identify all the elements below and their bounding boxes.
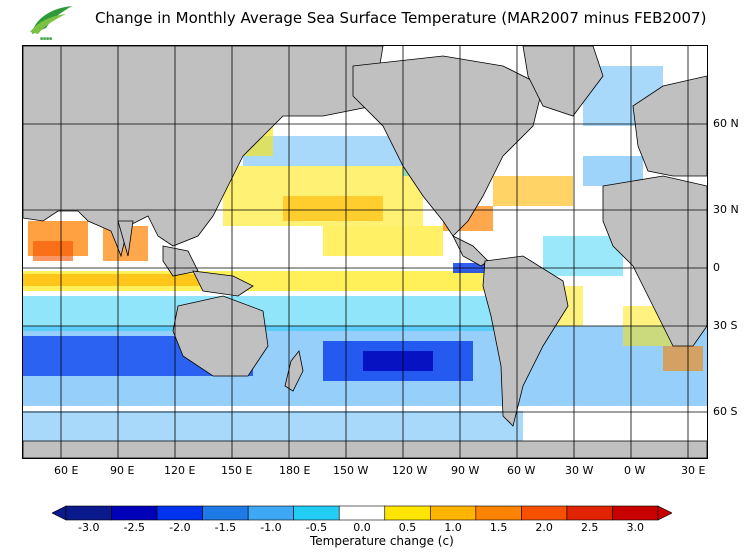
lon-label: 30 E [681, 464, 706, 477]
colorbar-segment [430, 505, 477, 521]
land [23, 46, 707, 458]
colorbar-segment [202, 505, 249, 521]
colorbar-tick-label: 1.0 [444, 521, 462, 534]
colorbar-segment [566, 505, 613, 521]
colorbar-tick-label: -1.5 [214, 521, 237, 534]
colorbar-tick-label: 3.0 [626, 521, 644, 534]
lon-label: 0 W [624, 464, 646, 477]
colorbar-tick-label: -2.0 [169, 521, 191, 534]
sst-map [22, 45, 708, 459]
colorbar-tick-label: -3.0 [78, 521, 100, 534]
lon-label: 180 E [279, 464, 311, 477]
colorbar-segment [612, 505, 659, 521]
colorbar-segment [247, 505, 294, 521]
colorbar-tick-label: 2.0 [535, 521, 553, 534]
colorbar-segment [475, 505, 522, 521]
lon-label: 60 W [507, 464, 536, 477]
svg-text:■■■■: ■■■■ [40, 36, 52, 42]
colorbar-arrow-left [52, 505, 67, 521]
colorbar-tick-label: 1.5 [489, 521, 508, 534]
logo-icon: ■■■■ [30, 6, 72, 42]
lat-label-30n: 30 N [713, 203, 739, 216]
lon-label: 120 W [392, 464, 428, 477]
colorbar-segment [65, 505, 112, 521]
lon-label: 150 W [333, 464, 369, 477]
colorbar [52, 505, 672, 521]
lon-label: 90 E [110, 464, 135, 477]
lon-label: 120 E [164, 464, 196, 477]
colorbar-tick-label: -0.5 [305, 521, 328, 534]
colorbar-tick-label: -2.5 [123, 521, 146, 534]
lon-label: 30 W [565, 464, 594, 477]
colorbar-segment [338, 505, 386, 521]
chart-title: Change in Monthly Average Sea Surface Te… [95, 9, 707, 27]
colorbar-tick-label: 2.5 [580, 521, 599, 534]
colorbar-segment [156, 505, 203, 521]
graticule [23, 46, 707, 458]
colorbar-arrow-right [657, 505, 672, 521]
anomaly-patches [23, 56, 707, 446]
colorbar-segment [521, 505, 568, 521]
lat-label-60s: 60 S [713, 405, 738, 418]
colorbar-tick-label: 0.5 [398, 521, 417, 534]
colorbar-tick-label: -1.0 [260, 521, 282, 534]
colorbar-segment [111, 505, 158, 521]
colorbar-segment [293, 505, 340, 521]
colorbar-tick-label: 0.0 [353, 521, 371, 534]
sst-map-canvas [23, 46, 707, 458]
lat-label-30s: 30 S [713, 319, 738, 332]
lon-label: 150 E [221, 464, 253, 477]
colorbar-title: Temperature change (c) [310, 534, 454, 548]
lat-label-60n: 60 N [713, 117, 739, 130]
lon-label: 90 W [451, 464, 480, 477]
colorbar-segment [384, 505, 431, 521]
lat-label-0: 0 [713, 261, 720, 274]
lon-label: 60 E [54, 464, 79, 477]
